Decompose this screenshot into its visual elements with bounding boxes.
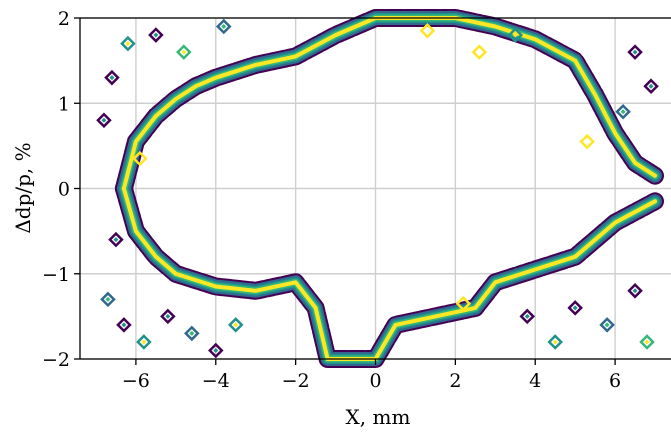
contour-island-core — [141, 339, 147, 345]
island-layer — [96, 18, 659, 359]
contour-island — [547, 334, 563, 350]
contour-island-core — [109, 75, 115, 81]
contour-island-core — [572, 305, 578, 311]
x-tick-label: 0 — [369, 370, 381, 392]
contour-island — [627, 44, 643, 60]
contour-island — [643, 78, 659, 94]
y-axis-ticks: −2 −1 0 1 2 — [42, 8, 80, 371]
contour-island-core — [165, 313, 171, 319]
y-axis-label: Δdp/p, % — [11, 142, 35, 233]
contour-island — [579, 133, 595, 150]
contour-island-core — [213, 347, 219, 353]
y-tick-label: 0 — [58, 179, 70, 201]
contour-island-core — [648, 83, 654, 89]
x-tick-label: 2 — [449, 370, 461, 392]
contour-island-core — [524, 313, 530, 319]
contour-island — [471, 44, 488, 60]
contour-island-core — [604, 322, 610, 328]
contour-island — [96, 112, 112, 129]
contour-island-core — [121, 322, 127, 328]
contour-island-core — [105, 296, 111, 302]
contour-island — [227, 317, 244, 333]
contour-island — [419, 23, 436, 39]
contour-island-core — [125, 41, 131, 47]
y-tick-label: 1 — [58, 93, 70, 115]
contour-island-core — [632, 49, 638, 55]
contour-island-core — [189, 330, 195, 336]
y-tick-label: −2 — [42, 349, 70, 371]
contour-island — [116, 317, 132, 333]
contour-island — [615, 104, 631, 120]
contour-island-core — [181, 49, 187, 55]
contour-island — [215, 18, 232, 35]
contour-island — [627, 283, 643, 299]
contour-island — [132, 150, 148, 167]
x-tick-label: −6 — [122, 370, 150, 392]
contour-island — [184, 325, 200, 342]
contour-island-core — [221, 24, 227, 30]
contour-island-core — [632, 288, 638, 294]
contour-island-core — [101, 117, 107, 123]
contour-island — [599, 317, 615, 333]
y-tick-label: −1 — [42, 264, 70, 286]
contour-island — [108, 231, 124, 248]
contour-island-core — [153, 32, 159, 38]
contour-island — [104, 69, 120, 86]
contour-island — [136, 334, 152, 350]
contour-island — [148, 27, 164, 43]
plot-area — [79, 9, 671, 368]
contour-island-core — [644, 339, 650, 345]
x-tick-label: 4 — [529, 370, 541, 392]
contour-island-core — [233, 322, 239, 328]
contour-island — [176, 44, 192, 60]
y-tick-label: 2 — [58, 8, 70, 30]
contour-island-core — [552, 339, 558, 345]
contour-island — [455, 295, 472, 312]
contour-island — [639, 334, 655, 350]
x-tick-label: −2 — [282, 370, 310, 392]
x-axis-label: X, mm — [346, 405, 411, 429]
x-tick-label: −4 — [202, 370, 230, 392]
contour-island — [208, 342, 224, 359]
contour-island-core — [113, 237, 119, 243]
contour-island — [120, 35, 136, 52]
x-axis-ticks: −6 −4 −2 0 2 4 6 — [122, 359, 621, 392]
contour-island-core — [512, 32, 518, 38]
x-tick-label: 6 — [609, 370, 621, 392]
contour-island-core — [620, 109, 626, 115]
contour-island — [567, 300, 583, 316]
contour-island — [100, 291, 116, 308]
contour-island — [160, 308, 176, 325]
contour-island — [507, 27, 524, 43]
contour-island — [519, 308, 536, 325]
